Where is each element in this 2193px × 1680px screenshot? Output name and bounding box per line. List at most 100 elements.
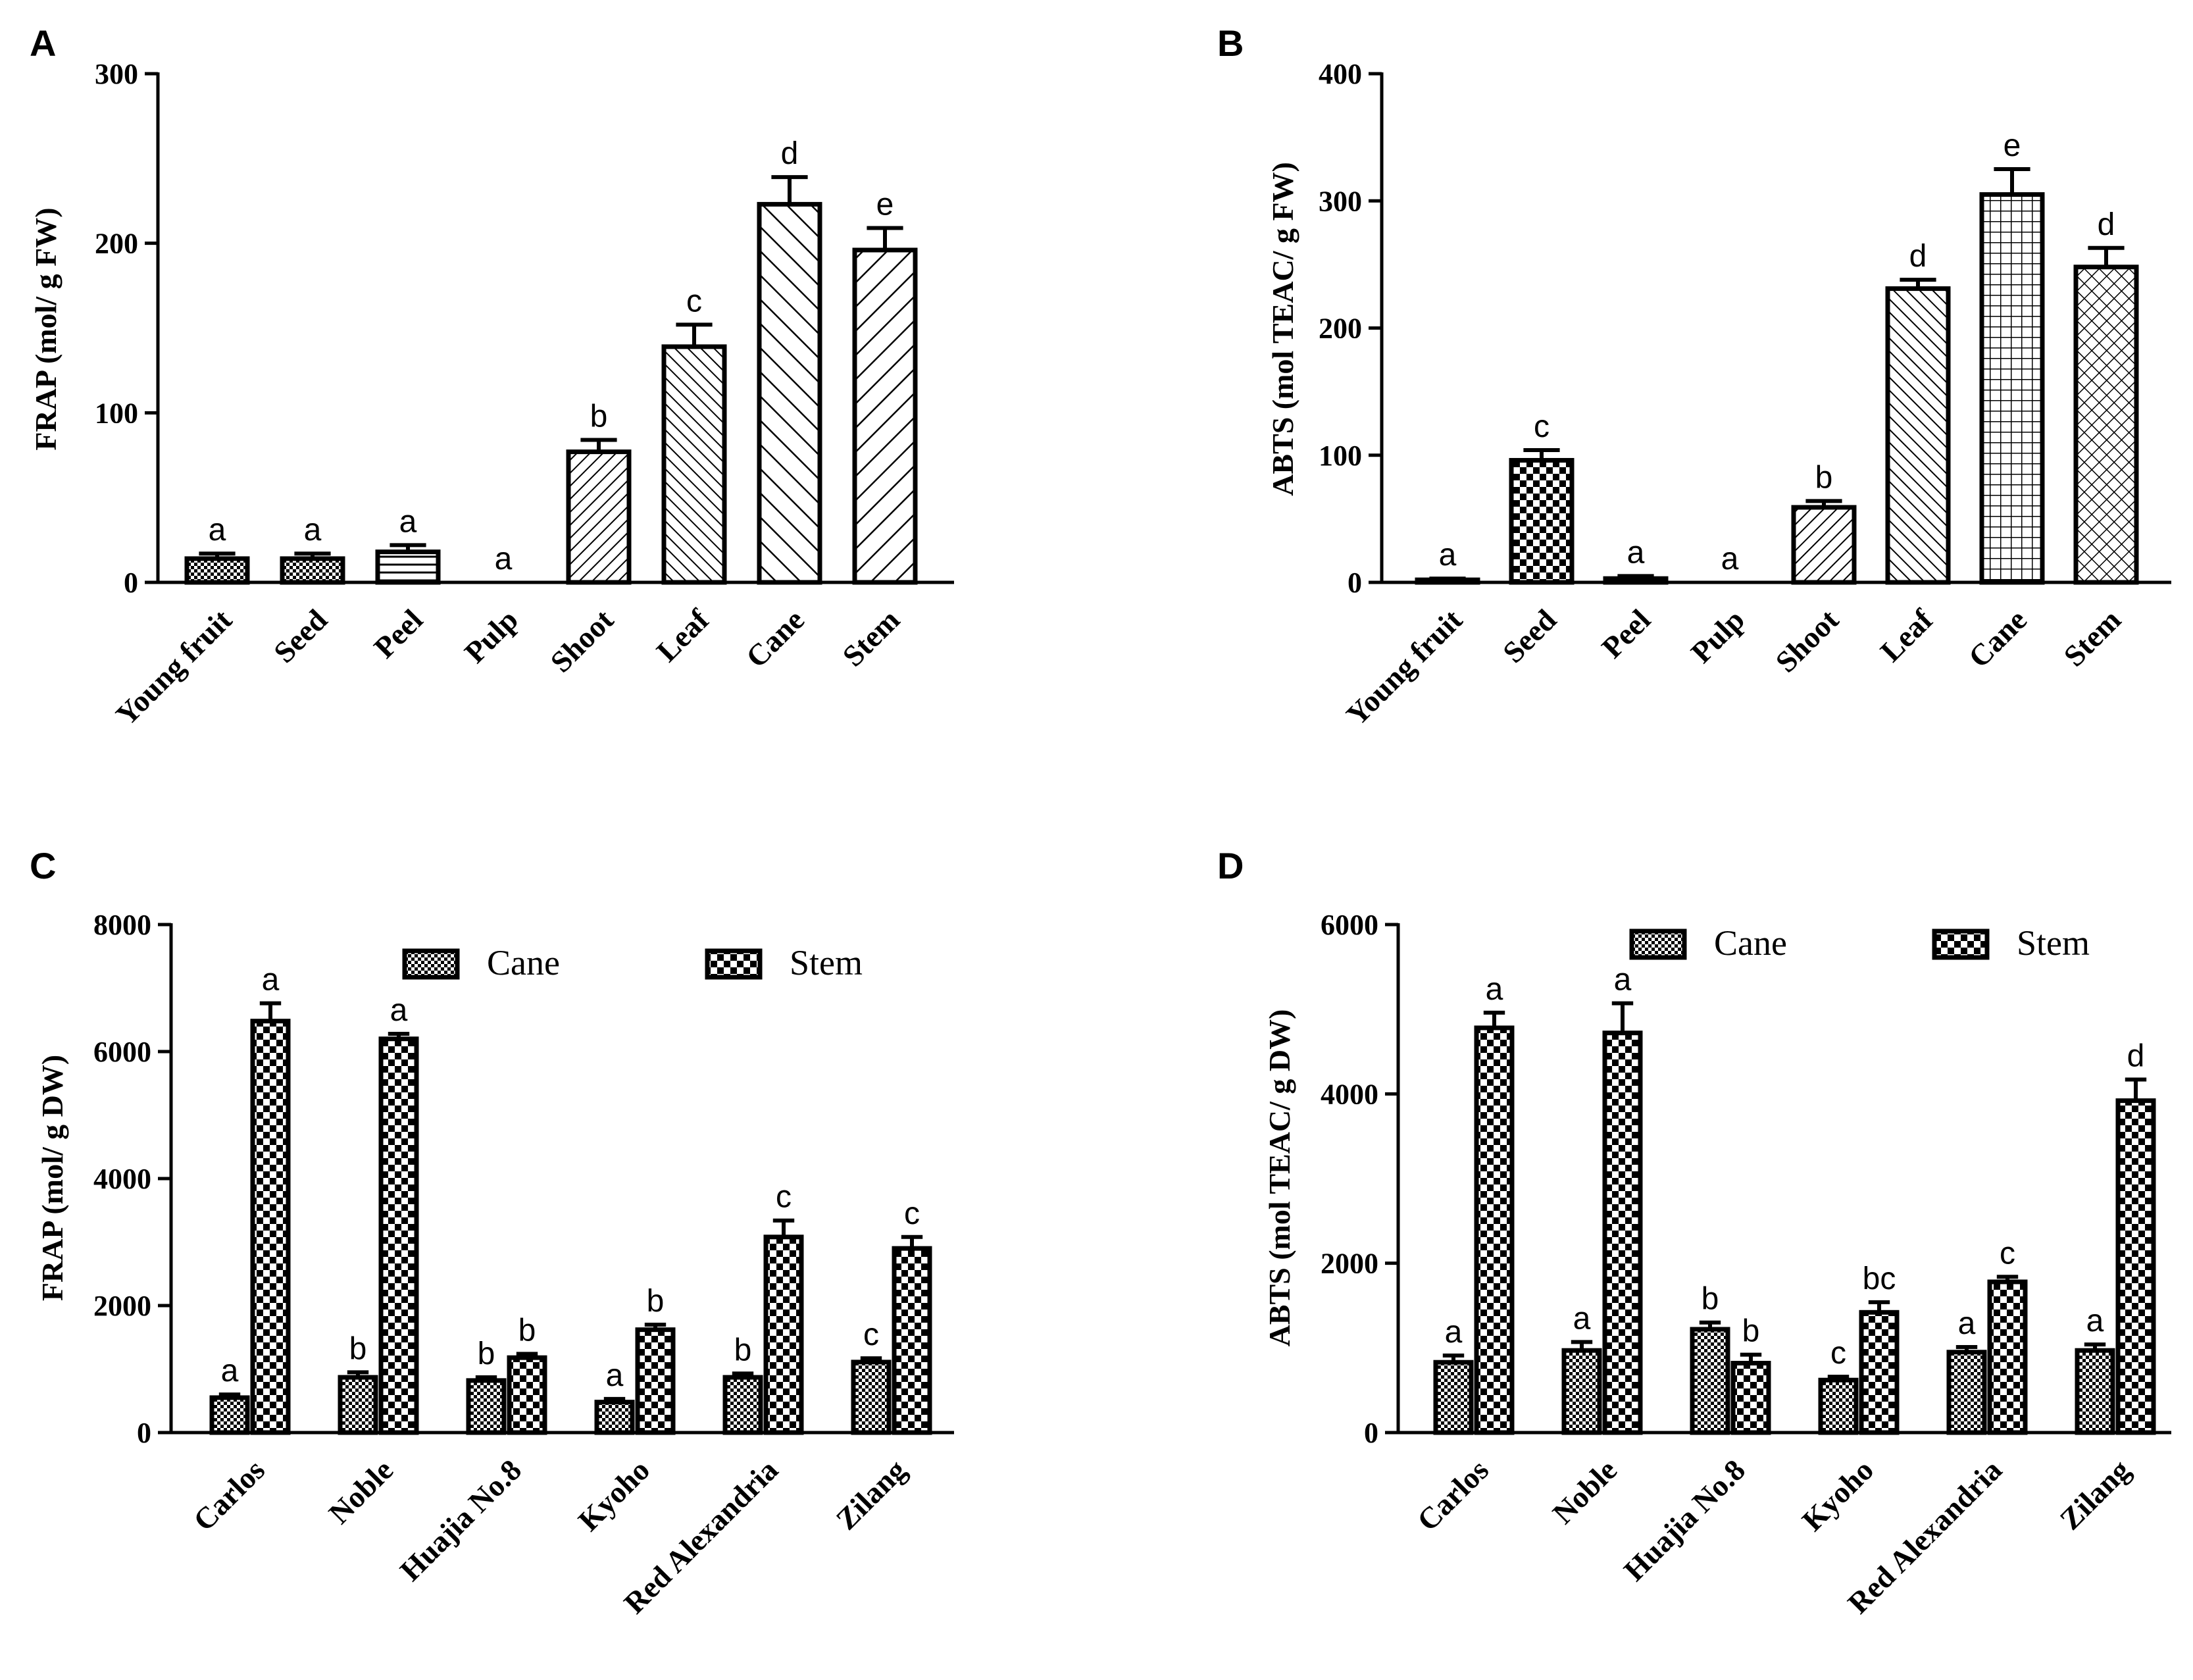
- x-tick-label-carlos: Carlos: [1411, 1453, 1495, 1537]
- y-tick-label: 0: [1364, 1417, 1378, 1449]
- x-tick-label-stem: Stem: [2057, 603, 2128, 673]
- y-tick-label: 2000: [1321, 1248, 1378, 1280]
- x-tick-label-shoot: Shoot: [543, 603, 620, 679]
- bar-young-fruit: [184, 556, 250, 585]
- y-tick-label: 200: [1319, 313, 1362, 345]
- significance-letter-shoot: b: [1815, 460, 1833, 495]
- x-tick-label-leaf: Leaf: [650, 603, 716, 669]
- significance-letter-red-alexandria-cane: b: [734, 1333, 752, 1367]
- bar-seed: [280, 556, 345, 585]
- significance-letter-kyoho-stem: b: [647, 1284, 665, 1319]
- x-tick-label-kyoho: Kyoho: [572, 1453, 656, 1537]
- panel-letter-a: A: [30, 22, 56, 64]
- x-tick-label-noble: Noble: [1546, 1453, 1623, 1530]
- significance-letter-zilang-stem: d: [2127, 1038, 2145, 1073]
- x-tick-label-seed: Seed: [1496, 603, 1563, 669]
- significance-letter-peel: a: [399, 504, 417, 539]
- significance-letter-leaf: c: [686, 284, 702, 318]
- bar-shoot: [1791, 505, 1857, 585]
- bar-carlos-cane: [1433, 1360, 1474, 1435]
- bar-stem: [852, 247, 918, 585]
- significance-letter-noble-stem: a: [390, 993, 408, 1028]
- significance-letter-seed: c: [1534, 409, 1550, 444]
- legend-label-cane: Cane: [1714, 923, 1787, 963]
- chart-panel-d: 0 2000 4000 6000 ABTS (mol TEAC/ g DW) Carlos…: [1263, 909, 2171, 1620]
- y-tick-label: 4000: [93, 1163, 151, 1195]
- x-tick-label-kyoho: Kyoho: [1796, 1453, 1880, 1537]
- legend-swatch-stem: [1932, 929, 1990, 960]
- significance-letter-carlos-cane: a: [221, 1354, 239, 1388]
- bar-noble-stem: [378, 1036, 419, 1435]
- y-tick-label: 0: [124, 567, 138, 599]
- bar-zilang-cane: [851, 1360, 892, 1435]
- y-tick-label: 4000: [1321, 1078, 1378, 1110]
- y-axis-title: FRAP (mol/ g DW): [36, 1055, 69, 1301]
- bar-kyoho-cane: [1818, 1377, 1859, 1435]
- significance-letter-carlos-stem: a: [262, 963, 280, 998]
- bar-noble-cane: [1561, 1348, 1602, 1435]
- bar-peel: [1603, 576, 1669, 585]
- bar-kyoho-stem: [635, 1327, 676, 1435]
- bar-zilang-cane: [2075, 1348, 2115, 1435]
- legend-label-stem: Stem: [2017, 923, 2090, 963]
- x-tick-label-seed: Seed: [267, 603, 334, 669]
- x-tick-label-leaf: Leaf: [1874, 603, 1940, 669]
- significance-letter-noble-cane: a: [1573, 1301, 1591, 1336]
- y-tick-label: 2000: [93, 1290, 151, 1322]
- significance-letter-stem: e: [876, 187, 894, 222]
- chart-panel-a: 0 100 200 300 FRAP (mol/ g FW) Young fruit a Se…: [29, 58, 954, 732]
- significance-letter-carlos-stem: a: [1486, 972, 1503, 1007]
- significance-letter-huajia-no-8-stem: b: [1742, 1314, 1760, 1349]
- bar-cane: [757, 201, 822, 585]
- significance-letter-huajia-no-8-stem: b: [518, 1313, 536, 1348]
- bar-carlos-stem: [1474, 1025, 1515, 1435]
- x-tick-label-cane: Cane: [740, 603, 811, 674]
- significance-letter-kyoho-cane: c: [1830, 1336, 1846, 1371]
- bar-carlos-stem: [250, 1019, 291, 1435]
- y-tick-label: 8000: [93, 909, 151, 941]
- bar-kyoho-stem: [1859, 1310, 1900, 1435]
- significance-letter-cane: e: [2004, 128, 2021, 163]
- bar-red-alexandria-cane: [1946, 1350, 1987, 1435]
- x-tick-label-zilang: Zilang: [830, 1453, 913, 1536]
- bar-zilang-stem: [2115, 1098, 2156, 1435]
- bar-leaf: [661, 344, 727, 585]
- significance-letter-kyoho-stem: bc: [1863, 1261, 1896, 1296]
- bar-seed: [1509, 457, 1575, 585]
- bar-red-alexandria-stem: [1987, 1279, 2028, 1435]
- significance-letter-huajia-no-8-cane: b: [478, 1336, 495, 1371]
- panel-letter-d: D: [1217, 845, 1244, 886]
- legend-label-stem: Stem: [790, 943, 863, 982]
- y-tick-label: 6000: [93, 1036, 151, 1068]
- significance-letter-cane: d: [781, 136, 799, 171]
- bar-stem: [2073, 265, 2139, 585]
- legend-swatch-stem: [705, 948, 763, 980]
- bar-shoot: [566, 449, 632, 585]
- significance-letter-huajia-no-8-cane: b: [1701, 1282, 1719, 1317]
- significance-letter-kyoho-cane: a: [606, 1358, 624, 1393]
- x-tick-label-cane: Cane: [1962, 603, 2033, 674]
- bar-huajia-no-8-stem: [1730, 1360, 1771, 1435]
- legend-swatch-cane: [402, 948, 460, 980]
- x-tick-label-young-fruit: Young fruit: [109, 603, 238, 732]
- bar-huajia-no-8-cane: [1690, 1327, 1730, 1435]
- significance-letter-stem: d: [2098, 207, 2115, 242]
- significance-letter-red-alexandria-stem: c: [2000, 1236, 2015, 1271]
- significance-letter-noble-stem: a: [1614, 963, 1632, 998]
- y-axis-title: ABTS (mol TEAC/ g FW): [1266, 162, 1299, 496]
- significance-letter-young-fruit: a: [209, 513, 226, 547]
- significance-letter-red-alexandria-stem: c: [776, 1180, 792, 1215]
- bar-leaf: [1885, 286, 1951, 585]
- significance-letter-young-fruit: a: [1439, 538, 1457, 573]
- x-tick-label-shoot: Shoot: [1769, 603, 1845, 679]
- significance-letter-red-alexandria-cane: a: [1958, 1306, 1976, 1341]
- bar-noble-cane: [338, 1375, 378, 1435]
- y-tick-label: 400: [1319, 58, 1362, 90]
- legend-swatch-cane: [1629, 929, 1687, 960]
- panel-letter-c: C: [30, 845, 56, 886]
- legend-label-cane: Cane: [487, 943, 560, 982]
- bar-huajia-no-8-cane: [466, 1378, 507, 1435]
- y-tick-label: 100: [1319, 440, 1362, 472]
- x-tick-label-peel: Peel: [1595, 603, 1657, 665]
